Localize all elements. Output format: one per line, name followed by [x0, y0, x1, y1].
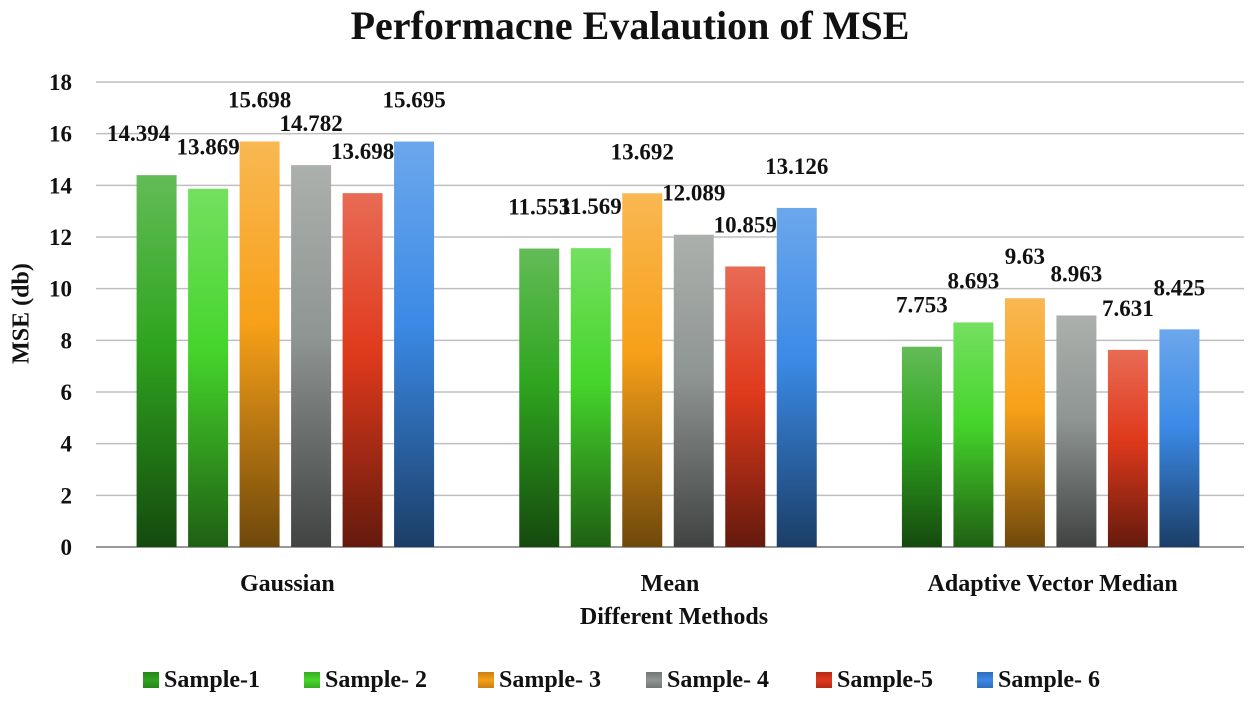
legend-label: Sample- 6 [998, 666, 1100, 693]
legend-swatch [977, 672, 993, 688]
bar-sample-5-mean [725, 266, 766, 547]
data-label: 9.63 [1005, 244, 1045, 269]
bar-sample-1-gaussian [136, 175, 177, 547]
bar-sample-5-adaptive [1107, 349, 1148, 547]
bar-sample-2-gaussian [188, 188, 229, 547]
bar-sample-2-mean [570, 248, 611, 548]
data-label: 14.782 [279, 111, 342, 136]
y-tick-label: 0 [61, 535, 73, 560]
bar-sample-3-adaptive [1004, 298, 1045, 547]
data-label: 14.394 [107, 121, 171, 146]
legend-item: Sample- 3 [478, 662, 601, 698]
data-label: 11.569 [560, 194, 622, 219]
bar-sample-6-gaussian [394, 141, 435, 547]
y-tick-label: 10 [49, 277, 72, 302]
legend-swatch [816, 672, 832, 688]
data-label: 11.553 [508, 195, 570, 220]
bar-sample-4-adaptive [1056, 315, 1097, 547]
bar-sample-6-adaptive [1159, 329, 1200, 547]
legend-swatch [304, 672, 320, 688]
data-label: 10.859 [714, 212, 777, 237]
chart-title: Performacne Evalaution of MSE [350, 3, 910, 48]
y-tick-label: 6 [61, 380, 73, 405]
bar-sample-1-adaptive [901, 346, 942, 547]
legend-item: Sample- 6 [977, 662, 1100, 698]
data-label: 13.126 [765, 154, 828, 179]
data-label: 8.425 [1154, 275, 1206, 300]
y-tick-label: 14 [49, 173, 73, 198]
data-label: 12.089 [662, 181, 725, 206]
bar-sample-3-gaussian [239, 141, 280, 548]
legend-swatch [478, 672, 494, 688]
legend-label: Sample- 2 [325, 666, 427, 693]
bar-sample-2-adaptive [953, 322, 994, 547]
legend: Sample-1 Sample- 2 Sample- 3 Sample- 4 Sampl… [0, 662, 1260, 698]
y-tick-label: 12 [49, 225, 72, 250]
y-tick-label: 18 [49, 70, 72, 95]
legend-label: Sample-5 [837, 666, 933, 693]
legend-swatch [646, 672, 662, 688]
y-tick-label: 16 [49, 122, 72, 147]
bar-sample-1-mean [519, 248, 560, 548]
bar-sample-6-mean [776, 207, 817, 547]
data-label: 13.869 [176, 135, 239, 160]
x-category-label: Adaptive Vector Median [928, 571, 1178, 597]
y-tick-label: 2 [61, 483, 73, 508]
legend-label: Sample- 3 [499, 666, 601, 693]
legend-label: Sample- 4 [667, 666, 769, 693]
legend-item: Sample- 4 [646, 662, 769, 698]
legend-item: Sample-5 [816, 662, 933, 698]
data-label: 13.692 [611, 139, 674, 164]
data-label: 15.698 [228, 87, 291, 112]
legend-swatch [143, 672, 159, 688]
bar-sample-4-gaussian [291, 165, 332, 548]
x-axis-label: Different Methods [579, 604, 769, 630]
y-tick-label: 8 [61, 328, 73, 353]
data-label: 15.695 [382, 88, 445, 113]
data-label: 7.753 [896, 293, 948, 318]
bar-sample-4-mean [673, 234, 714, 547]
y-tick-label: 4 [61, 432, 73, 457]
data-label: 8.693 [948, 268, 1000, 293]
bar-sample-3-mean [622, 193, 663, 548]
data-label: 13.698 [331, 139, 394, 164]
x-category-label: Mean [641, 571, 700, 597]
legend-item: Sample- 2 [304, 662, 427, 698]
bar-sample-5-gaussian [342, 193, 383, 547]
legend-item: Sample-1 [143, 662, 260, 698]
x-category-label: Gaussian [240, 571, 335, 597]
data-label: 8.963 [1051, 261, 1103, 286]
legend-label: Sample-1 [164, 666, 260, 693]
data-label: 7.631 [1102, 296, 1154, 321]
